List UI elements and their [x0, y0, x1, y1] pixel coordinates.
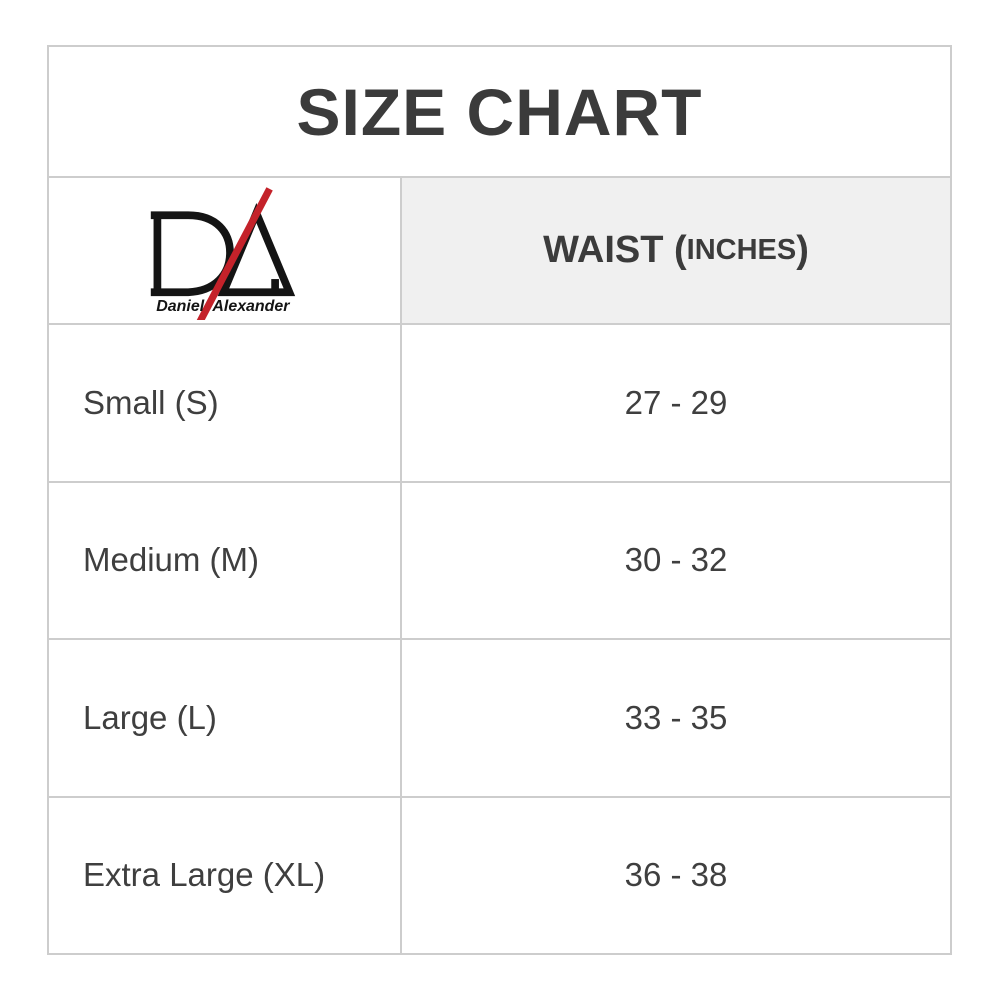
waist-value: 30 - 32: [624, 541, 728, 579]
size-label: Small (S): [83, 383, 219, 421]
waist-header-main: WAIST (: [543, 229, 687, 271]
size-label: Medium (M): [83, 541, 260, 579]
size-chart-table: SIZE CHART Daniel Alexander WAIST (INCHE…: [47, 45, 952, 955]
waist-value: 27 - 29: [624, 383, 728, 421]
daniel-alexander-logo-icon: Daniel Alexander: [150, 186, 296, 320]
page-title: SIZE CHART: [296, 74, 703, 149]
logo-letter-d: [150, 210, 234, 296]
table-row-waist-medium: 30 - 32: [400, 480, 950, 638]
logo-brand-first: Daniel: [156, 297, 204, 314]
size-label: Extra Large (XL): [83, 856, 326, 894]
table-row-size-xlarge: Extra Large (XL): [49, 795, 400, 953]
size-label: Large (L): [83, 698, 217, 736]
waist-header-close: ): [796, 229, 809, 271]
table-row-waist-small: 27 - 29: [400, 323, 950, 481]
logo-brand-second: Alexander: [211, 297, 290, 314]
table-row-size-large: Large (L): [49, 638, 400, 796]
waist-value: 36 - 38: [624, 856, 728, 894]
logo-red-slash: [196, 186, 273, 320]
brand-logo-cell: Daniel Alexander: [49, 176, 400, 323]
waist-value: 33 - 35: [624, 698, 728, 736]
waist-header-sub: INCHES: [686, 234, 797, 266]
table-row-size-medium: Medium (M): [49, 480, 400, 638]
table-row-waist-xlarge: 36 - 38: [400, 795, 950, 953]
table-row-waist-large: 33 - 35: [400, 638, 950, 796]
waist-header-cell: WAIST (INCHES): [400, 176, 950, 323]
table-row-size-small: Small (S): [49, 323, 400, 481]
title-row: SIZE CHART: [49, 47, 950, 176]
